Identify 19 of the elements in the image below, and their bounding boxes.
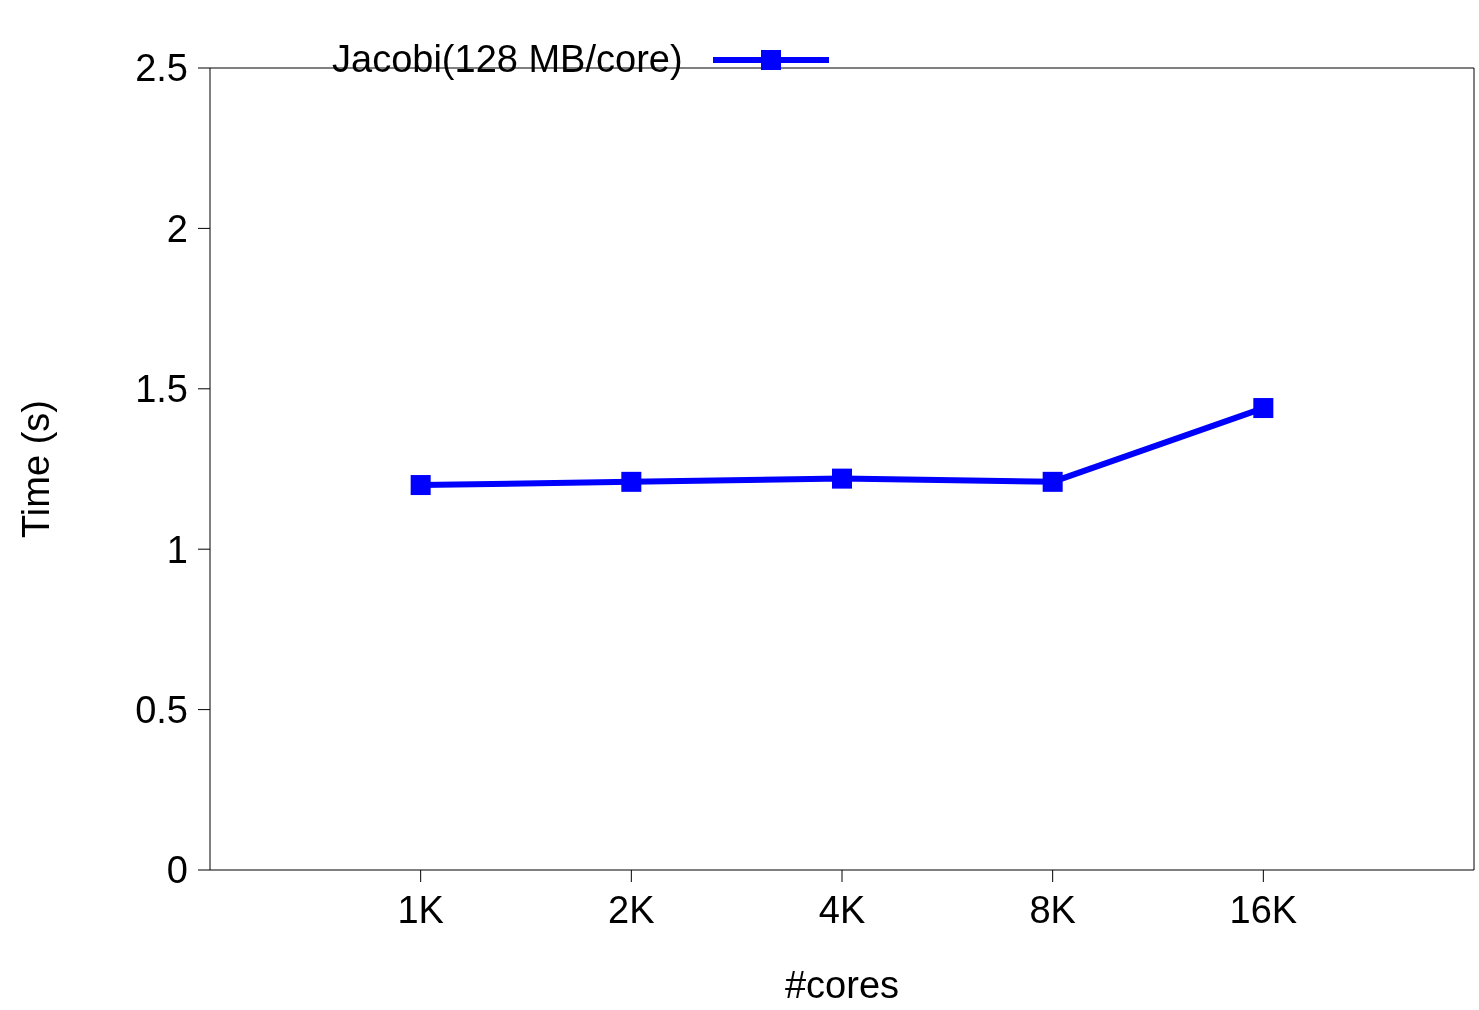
point	[1042, 471, 1063, 492]
point	[832, 468, 852, 489]
y-tick-label: 0.5	[135, 689, 188, 732]
x-tick-label: 1K	[397, 888, 444, 931]
point	[410, 475, 431, 496]
x-tick-label: 16K	[1229, 888, 1298, 931]
y-tick-label: 2	[166, 207, 188, 250]
x-tick-label: 8K	[1029, 888, 1076, 931]
x-tick-label: 4K	[818, 888, 866, 931]
y-axis-title: Time (s)	[15, 400, 58, 538]
y-tick-label: 2.5	[135, 47, 188, 90]
legend-label: Jacobi(128 MB/core)	[332, 38, 683, 81]
y-tick-label: 1	[166, 528, 188, 571]
x-axis-title: #cores	[784, 964, 900, 1006]
y-tick-label: 0	[166, 849, 188, 892]
y-tick-label: 1.5	[135, 368, 188, 411]
x-tick-label: 2K	[608, 888, 655, 931]
point	[621, 471, 642, 492]
point	[1253, 398, 1274, 419]
